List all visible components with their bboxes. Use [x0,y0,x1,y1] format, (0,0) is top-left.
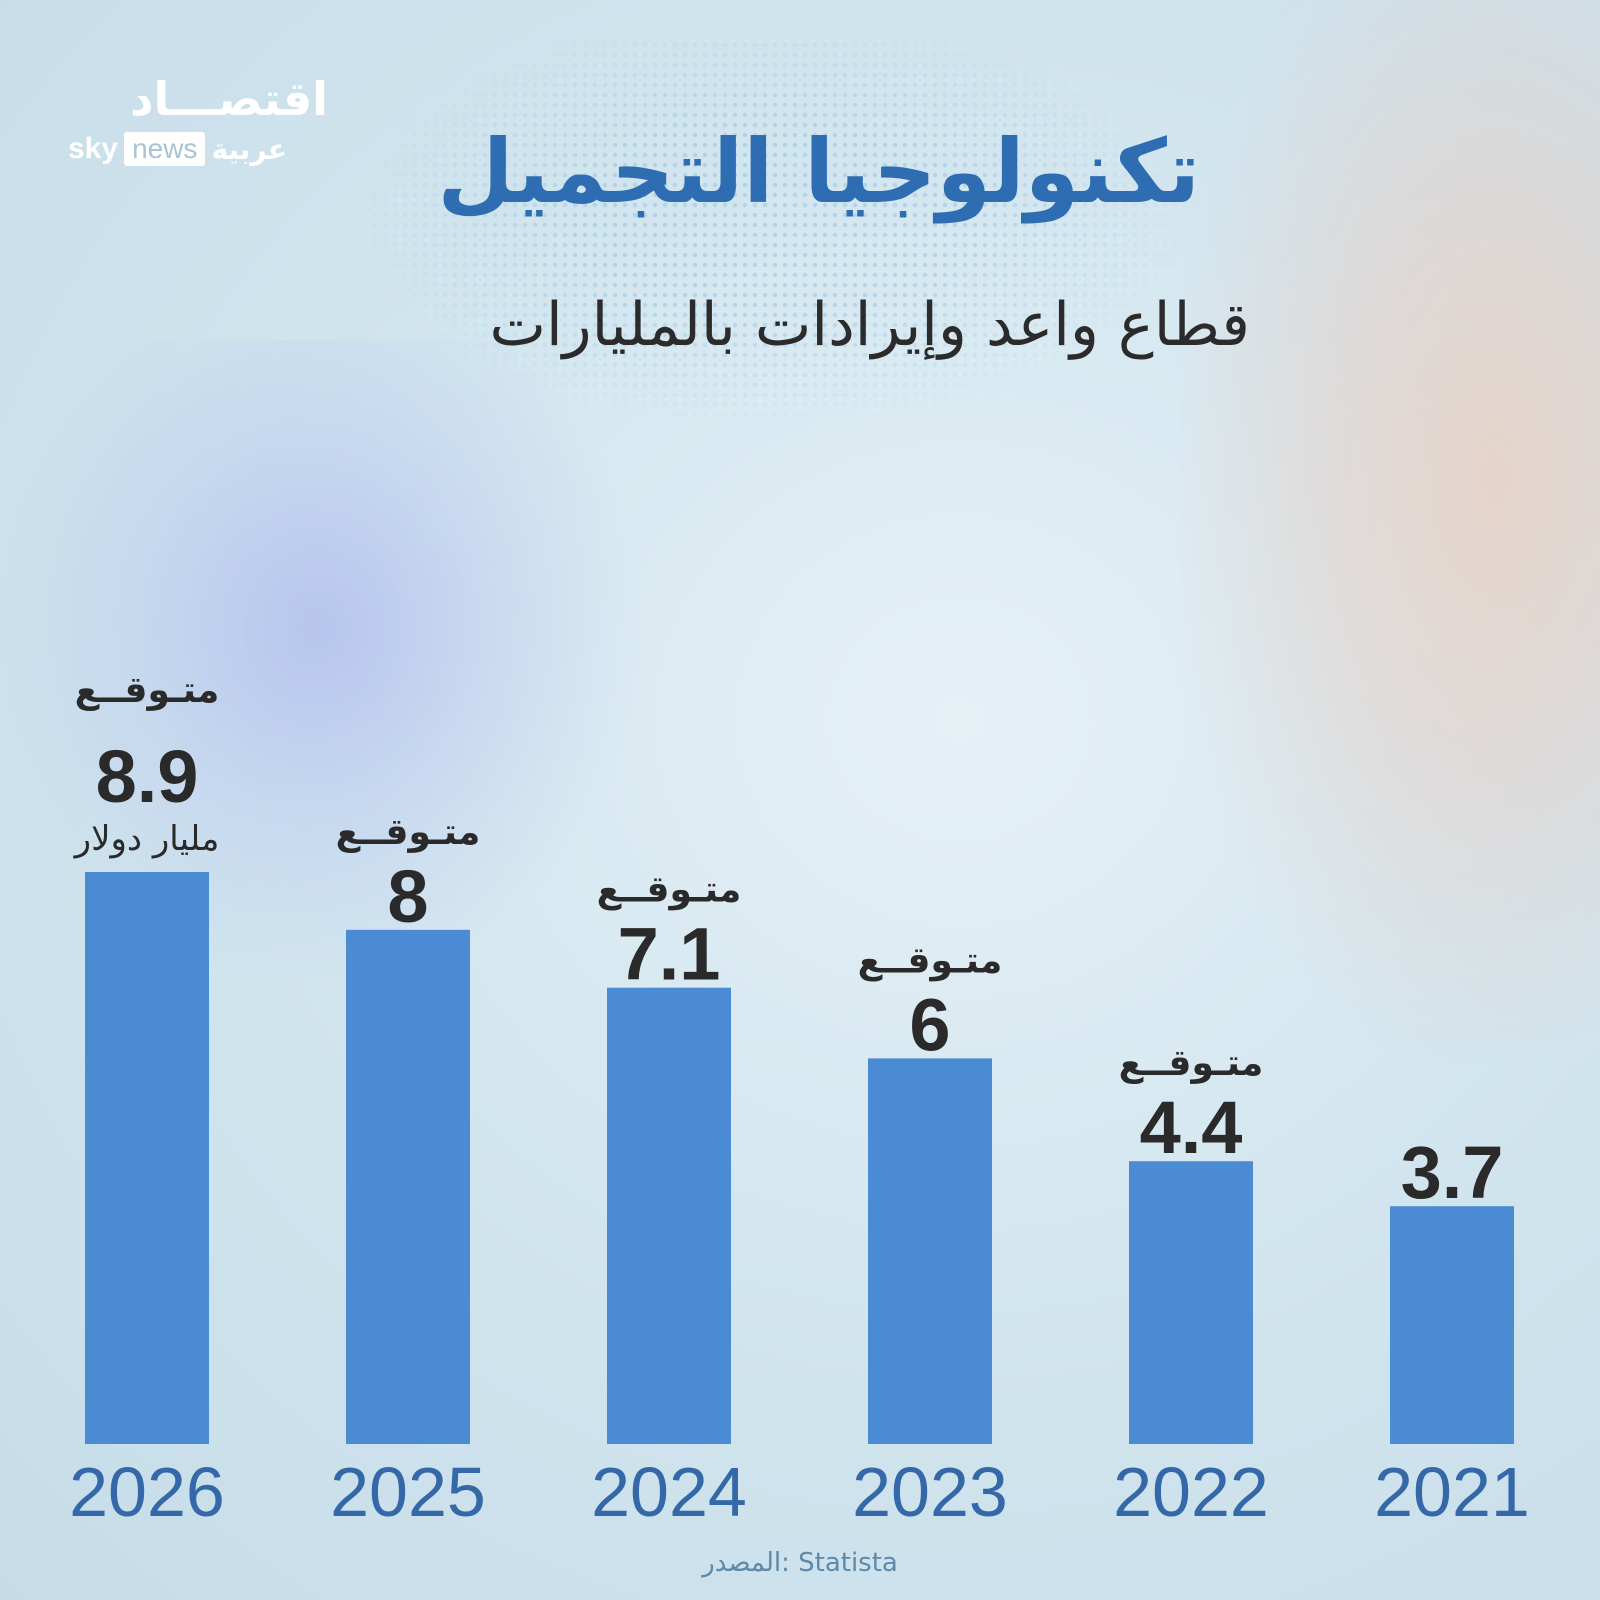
x-tick-2025: 2025 [330,1453,486,1531]
value-label-2023: 6 [909,983,950,1066]
value-label-2022: 4.4 [1140,1086,1243,1169]
bar-2021 [1390,1206,1514,1444]
page-title: تكنولوجيا التجميل [437,120,1200,223]
bar-2026 [85,872,209,1444]
brand-sky: sky [68,132,119,165]
bar-2024 [607,987,731,1444]
brand-arabic-wordmark: اقتصـــاد [129,72,328,126]
bar-2025 [346,929,470,1444]
background-face-right [1180,0,1600,1060]
forecast-label-2026: متـوقــع [75,670,220,711]
value-label-2021: 3.7 [1401,1131,1504,1214]
brand-sky-news-row: sky news عربية [68,132,287,166]
bar-2022 [1129,1161,1253,1444]
value-label-2025: 8 [387,855,428,938]
brand-news: news [124,132,206,166]
value-label-2024: 7.1 [618,913,721,996]
page-subtitle: قطاع واعد وإيرادات بالمليارات [489,290,1250,360]
x-tick-2024: 2024 [591,1453,747,1531]
forecast-label-2024: متـوقــع [597,870,742,911]
x-tick-2022: 2022 [1113,1453,1269,1531]
forecast-label-2022: متـوقــع [1119,1043,1264,1084]
x-tick-2026: 2026 [69,1453,225,1531]
unit-label: مليار دولار [73,819,220,859]
x-tick-2023: 2023 [852,1453,1008,1531]
bar-2023 [868,1058,992,1444]
value-label-2026: 8.9 [96,735,199,818]
background-world-map [330,40,1210,440]
x-tick-2021: 2021 [1374,1453,1530,1531]
forecast-label-2023: متـوقــع [858,940,1003,981]
brand-logo: اقتصـــاد sky news عربية [68,72,328,182]
forecast-label-2025: متـوقــع [336,812,481,853]
brand-arabiya: عربية [211,132,287,166]
source-note: المصدر: Statista [702,1548,898,1578]
